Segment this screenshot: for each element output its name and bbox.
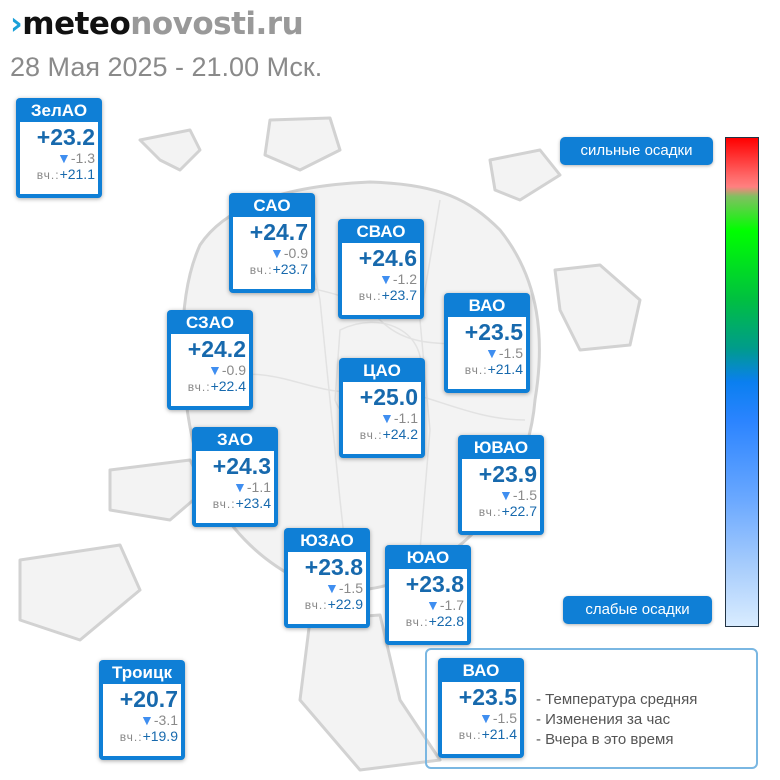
district-card[interactable]: ЗелАО +23.2 ▼-1.3 вч.:+21.1 [16,98,102,198]
yesterday-temp: +21.4 [481,726,517,742]
district-card[interactable]: ВАО +23.5 ▼-1.5 вч.:+21.4 [444,293,530,393]
yesterday-temp: +22.9 [327,596,363,612]
district-name: САО [253,196,291,215]
temperature: +23.2 [36,124,95,150]
district-name: ЗелАО [30,101,88,120]
temperature: +20.7 [119,686,178,712]
down-arrow-icon: ▼ [270,245,284,261]
yesterday-label: вч.: [464,363,488,377]
temperature: +24.7 [249,219,308,245]
yesterday-label: вч.: [358,289,382,303]
temperature: +24.3 [212,453,271,479]
temperature: +23.8 [304,554,363,580]
yesterday-temp: +22.4 [210,378,246,394]
down-arrow-icon: ▼ [325,580,339,596]
district-name: ВАО [462,661,500,680]
yesterday-temp: +19.9 [142,728,178,744]
yesterday-temp: +23.4 [235,495,271,511]
yesterday-temp: +23.7 [272,261,308,277]
yesterday-label: вч.: [119,730,143,744]
district-card[interactable]: СВАО +24.6 ▼-1.2 вч.:+23.7 [338,219,424,319]
hourly-change: -1.1 [393,410,418,426]
district-card[interactable]: САО +24.7 ▼-0.9 вч.:+23.7 [229,193,315,293]
hourly-change: -1.7 [439,597,464,613]
site-logo[interactable]: ›meteonovosti.ru [10,6,304,42]
yesterday-label: вч.: [458,728,482,742]
down-arrow-icon: ▼ [233,479,247,495]
down-arrow-icon: ▼ [379,271,393,287]
yesterday-temp: +22.8 [428,613,464,629]
temperature: +23.8 [405,571,464,597]
legend-line-temp: - Температура средняя [536,691,698,708]
yesterday-temp: +21.1 [59,166,95,182]
district-name: ВАО [468,296,506,315]
precipitation-color-scale [725,137,759,627]
district-name: ЮВАО [473,438,529,457]
down-arrow-icon: ▼ [426,597,440,613]
district-name: ЮЗАО [300,531,354,550]
district-card[interactable]: Троицк +20.7 ▼-3.1 вч.:+19.9 [99,660,185,760]
down-arrow-icon: ▼ [140,712,154,728]
hourly-change: -1.5 [338,580,363,596]
district-card[interactable]: ЦАО +25.0 ▼-1.1 вч.:+24.2 [339,358,425,458]
hourly-change: -0.9 [221,362,246,378]
district-name: СЗАО [186,313,234,332]
yesterday-temp: +23.7 [381,287,417,303]
hourly-change: -1.5 [512,487,537,503]
down-arrow-icon: ▼ [208,362,222,378]
down-arrow-icon: ▼ [380,410,394,426]
yesterday-label: вч.: [359,428,383,442]
temperature: +23.5 [458,684,517,710]
district-name: ЦАО [363,361,401,380]
yesterday-temp: +22.7 [501,503,537,519]
yesterday-label: вч.: [187,380,211,394]
yesterday-label: вч.: [405,615,429,629]
hourly-change: -1.2 [392,271,417,287]
legend-line-yesterday: - Вчера в это время [536,731,674,748]
hourly-change: -3.1 [153,712,178,728]
temperature: +23.9 [478,461,537,487]
district-name: ЮАО [406,548,450,567]
yesterday-temp: +24.2 [382,426,418,442]
yesterday-label: вч.: [478,505,502,519]
district-card[interactable]: ЮАО +23.8 ▼-1.7 вч.:+22.8 [385,545,471,645]
yesterday-temp: +21.4 [487,361,523,377]
heavy-precip-label: сильные осадки [560,137,713,165]
temperature: +24.2 [187,336,246,362]
down-arrow-icon: ▼ [479,710,493,726]
down-arrow-icon: ▼ [485,345,499,361]
hourly-change: -1.1 [246,479,271,495]
down-arrow-icon: ▼ [57,150,71,166]
temperature: +24.6 [358,245,417,271]
district-card[interactable]: ЮВАО +23.9 ▼-1.5 вч.:+22.7 [458,435,544,535]
legend-line-change: - Изменения за час [536,711,671,728]
forecast-date: 28 Мая 2025 - 21.00 Мск. [10,52,323,82]
district-name: ЗАО [217,430,253,449]
district-name: СВАО [356,222,406,241]
yesterday-label: вч.: [304,598,328,612]
legend-box: ВАО +23.5 ▼-1.5 вч.:+21.4 - Температура … [425,648,758,769]
legend-example-card: ВАО +23.5 ▼-1.5 вч.:+21.4 [438,658,524,758]
hourly-change: -1.3 [70,150,95,166]
hourly-change: -1.5 [492,710,517,726]
district-name: Троицк [112,663,172,682]
hourly-change: -0.9 [283,245,308,261]
light-precip-label: слабые осадки [563,596,712,624]
yesterday-label: вч.: [212,497,236,511]
hourly-change: -1.5 [498,345,523,361]
down-arrow-icon: ▼ [499,487,513,503]
yesterday-label: вч.: [249,263,273,277]
district-card[interactable]: ЗАО +24.3 ▼-1.1 вч.:+23.4 [192,427,278,527]
temperature: +23.5 [464,319,523,345]
district-card[interactable]: ЮЗАО +23.8 ▼-1.5 вч.:+22.9 [284,528,370,628]
temperature: +25.0 [359,384,418,410]
district-card[interactable]: СЗАО +24.2 ▼-0.9 вч.:+22.4 [167,310,253,410]
yesterday-label: вч.: [36,168,60,182]
